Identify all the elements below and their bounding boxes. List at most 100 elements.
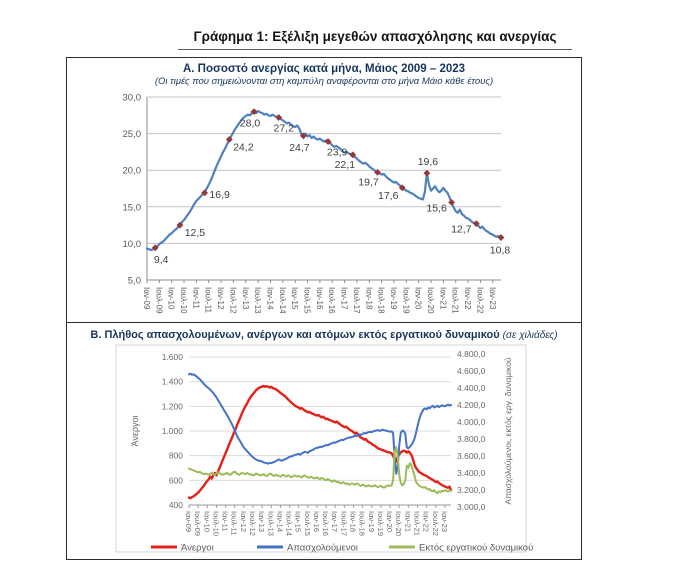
svg-text:Ιαν-13: Ιαν-13 <box>257 511 266 532</box>
may-marker <box>448 199 455 206</box>
svg-text:Ιαν-23: Ιαν-23 <box>440 511 449 532</box>
svg-text:15,6: 15,6 <box>426 202 447 214</box>
svg-text:24,7: 24,7 <box>289 142 310 154</box>
svg-text:30,0: 30,0 <box>123 93 142 104</box>
svg-text:Ιαν-16: Ιαν-16 <box>312 511 321 532</box>
svg-text:Άνεργοι: Άνεργοι <box>181 543 214 554</box>
svg-text:Ιαν-19: Ιαν-19 <box>367 511 376 532</box>
chart-a-title: Α. Ποσοστό ανεργίας κατά μήνα, Μάιος 200… <box>182 63 466 75</box>
svg-text:Ιαν-11: Ιαν-11 <box>221 511 230 531</box>
svg-text:Ιαν-21: Ιαν-21 <box>438 287 447 310</box>
svg-text:Ιαν-23: Ιαν-23 <box>488 287 497 310</box>
svg-text:Ιουλ-14: Ιουλ-14 <box>278 287 287 314</box>
chart-a-panel: Α. Ποσοστό ανεργίας κατά μήνα, Μάιος 200… <box>66 57 582 323</box>
svg-text:Ιουλ-18: Ιουλ-18 <box>358 511 367 536</box>
svg-text:1.000: 1.000 <box>162 426 184 436</box>
svg-text:Άνεργοι: Άνεργοι <box>130 416 140 447</box>
svg-text:4.400,0: 4.400,0 <box>457 383 486 393</box>
svg-text:Ιαν-17: Ιαν-17 <box>330 511 339 532</box>
svg-text:Ιουλ-21: Ιουλ-21 <box>412 511 421 536</box>
legend-item-ektos-ergatikou-dynamikou: Εκτός εργατικού δυναμικού <box>389 543 533 554</box>
svg-text:Ιουλ-11: Ιουλ-11 <box>230 511 239 535</box>
svg-text:3.000,0: 3.000,0 <box>457 502 486 512</box>
svg-text:Ιαν-10: Ιαν-10 <box>202 511 211 532</box>
svg-text:Ιουλ-17: Ιουλ-17 <box>352 287 361 314</box>
svg-text:19,7: 19,7 <box>358 176 379 188</box>
svg-text:Ιουλ-09: Ιουλ-09 <box>154 287 163 314</box>
svg-text:Ιουλ-22: Ιουλ-22 <box>475 287 484 314</box>
svg-text:3.600,0: 3.600,0 <box>457 451 486 461</box>
svg-text:Ιουλ-22: Ιουλ-22 <box>431 511 440 536</box>
may-marker <box>201 189 209 197</box>
svg-text:10,8: 10,8 <box>490 245 511 257</box>
svg-text:Ιουλ-20: Ιουλ-20 <box>426 287 435 314</box>
svg-text:Ιουλ-21: Ιουλ-21 <box>451 287 460 314</box>
svg-text:1.200: 1.200 <box>162 401 184 411</box>
svg-text:Ιουλ-16: Ιουλ-16 <box>327 287 336 314</box>
chart-b-frame <box>115 344 527 553</box>
svg-text:Εκτός εργατικού δυναμικού: Εκτός εργατικού δυναμικού <box>419 543 533 554</box>
svg-text:25,0: 25,0 <box>123 129 142 140</box>
svg-text:1.600: 1.600 <box>162 352 184 362</box>
svg-text:Ιουλ-10: Ιουλ-10 <box>179 287 188 314</box>
svg-text:Ιαν-14: Ιαν-14 <box>275 511 284 532</box>
svg-text:12,7: 12,7 <box>451 224 472 236</box>
svg-text:27,2: 27,2 <box>274 122 295 134</box>
svg-text:Ιαν-16: Ιαν-16 <box>315 287 324 310</box>
svg-text:Ιουλ-19: Ιουλ-19 <box>401 287 410 314</box>
svg-text:Ιουλ-15: Ιουλ-15 <box>303 511 312 536</box>
svg-text:Ιουλ-09: Ιουλ-09 <box>193 511 202 536</box>
svg-text:3.200,0: 3.200,0 <box>457 485 486 495</box>
svg-text:Ιαν-22: Ιαν-22 <box>422 511 431 532</box>
chart-b-title: Β. Πλήθος απασχολουμένων, ανέργων και ατ… <box>67 329 581 341</box>
may-marker <box>497 234 505 241</box>
svg-text:Απασχολούμενοι: Απασχολούμενοι <box>287 543 358 554</box>
svg-text:4.600,0: 4.600,0 <box>457 366 486 376</box>
page-title: Γράφημα 1: Εξέλιξη μεγεθών απασχόλησης κ… <box>178 29 572 50</box>
svg-text:Ιαν-14: Ιαν-14 <box>265 287 274 310</box>
svg-text:Ιουλ-13: Ιουλ-13 <box>253 287 262 314</box>
legend-item-apascholoumenoi: Απασχολούμενοι <box>257 543 358 554</box>
svg-text:Ιουλ-12: Ιουλ-12 <box>248 511 257 536</box>
svg-text:10,0: 10,0 <box>123 239 142 250</box>
svg-text:4.800,0: 4.800,0 <box>457 349 486 359</box>
may-marker <box>374 169 381 176</box>
legend-item-anergoi: Άνεργοι <box>151 543 214 554</box>
anergoi-line <box>187 384 453 500</box>
svg-text:Ιαν-09: Ιαν-09 <box>142 287 151 310</box>
may-marker <box>324 138 332 146</box>
svg-text:Ιαν-12: Ιαν-12 <box>216 287 225 310</box>
ektos-ergatikou-dynamikou-line <box>188 446 452 495</box>
may-marker <box>176 221 184 229</box>
svg-text:16,9: 16,9 <box>209 189 230 201</box>
may-marker <box>151 244 159 252</box>
apascholoumenoi-line <box>188 372 452 475</box>
svg-text:3.400,0: 3.400,0 <box>457 468 486 478</box>
svg-text:Ιαν-19: Ιαν-19 <box>389 287 398 310</box>
svg-text:Ιουλ-18: Ιουλ-18 <box>377 287 386 314</box>
chart-a-subtitle: (Οι τιμές που σημειώνονται στη καμπύλη α… <box>154 76 494 87</box>
may-marker <box>398 184 406 192</box>
svg-text:15,0: 15,0 <box>123 202 142 213</box>
chart-b-panel: Β. Πλήθος απασχολουμένων, ανέργων και ατ… <box>66 322 582 560</box>
svg-text:24,2: 24,2 <box>233 141 254 153</box>
svg-text:Ιαν-18: Ιαν-18 <box>349 511 358 532</box>
svg-text:3.800,0: 3.800,0 <box>457 434 486 444</box>
svg-text:800: 800 <box>169 451 183 461</box>
svg-text:Ιουλ-16: Ιουλ-16 <box>321 511 330 536</box>
svg-text:19,6: 19,6 <box>418 156 439 168</box>
svg-text:20,0: 20,0 <box>123 166 142 177</box>
svg-text:1.400: 1.400 <box>162 377 184 387</box>
chart-b-title-note: (σε χιλιάδες) <box>502 330 558 341</box>
svg-text:Ιουλ-19: Ιουλ-19 <box>376 511 385 536</box>
svg-text:Ιαν-22: Ιαν-22 <box>463 287 472 310</box>
svg-text:Ιουλ-12: Ιουλ-12 <box>228 287 237 314</box>
svg-text:Ιουλ-20: Ιουλ-20 <box>394 511 403 536</box>
svg-text:Ιαν-09: Ιαν-09 <box>184 511 193 532</box>
svg-text:Απασχολούμενοι, εκτός εργ. δυν: Απασχολούμενοι, εκτός εργ. δυναμικού <box>503 357 513 505</box>
svg-text:Ιαν-12: Ιαν-12 <box>239 511 248 532</box>
svg-text:12,5: 12,5 <box>185 227 206 239</box>
svg-text:5,0: 5,0 <box>128 276 141 287</box>
